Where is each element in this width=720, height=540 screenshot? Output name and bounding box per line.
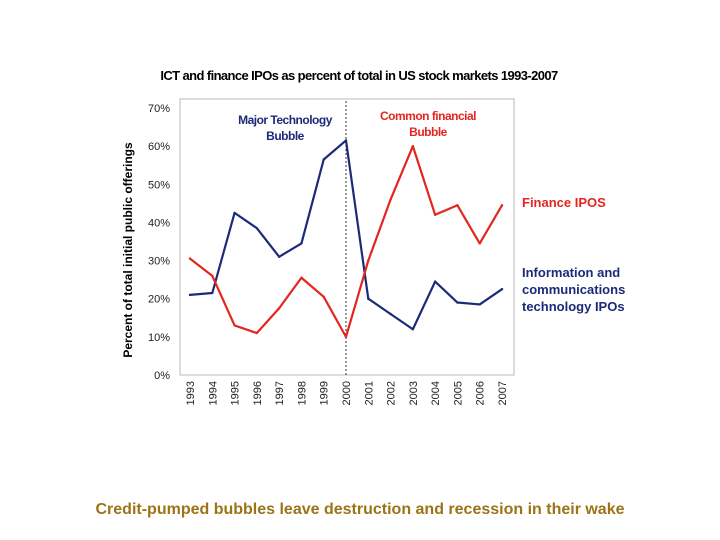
y-axis-label: Percent of total initial public offering… xyxy=(121,142,135,358)
y-tick-label: 60% xyxy=(148,141,170,153)
data-point xyxy=(255,331,259,335)
legend-line: Information and xyxy=(522,265,620,280)
plot-frame xyxy=(179,98,515,376)
legend-finance-ipos: Finance IPOS xyxy=(522,195,606,210)
data-point xyxy=(211,274,214,278)
data-point xyxy=(367,297,370,300)
data-point xyxy=(456,301,459,304)
x-tick-label: 2001 xyxy=(363,381,375,405)
annotation-common-financial-bubble: Common financial Bubble xyxy=(380,109,477,139)
x-tick-label: 2004 xyxy=(430,381,442,405)
legend-ict-ipos: Information and communications technology … xyxy=(522,265,625,314)
data-point xyxy=(322,295,325,299)
caption: Credit-pumped bubbles leave destruction … xyxy=(95,501,625,518)
y-tick-label: 30% xyxy=(148,256,170,268)
y-tick-label: 10% xyxy=(148,332,170,344)
annotation-line: Bubble xyxy=(266,129,304,143)
x-tick-label: 1994 xyxy=(207,381,219,405)
y-tick-label: 0% xyxy=(154,370,170,382)
annotation-line: Major Technology xyxy=(238,113,333,127)
legend-line: technology IPOs xyxy=(522,299,625,314)
data-point xyxy=(411,144,415,148)
data-point xyxy=(389,312,392,316)
x-tick-label: 2003 xyxy=(408,381,420,405)
y-tick-label: 20% xyxy=(148,294,170,306)
x-tick-label: 1999 xyxy=(319,381,331,405)
data-point xyxy=(411,328,415,331)
y-tick-label: 50% xyxy=(148,179,170,191)
annotation-major-technology-bubble: Major Technology Bubble xyxy=(238,113,333,143)
data-point xyxy=(211,291,214,295)
data-point xyxy=(344,335,348,339)
x-tick-label: 1995 xyxy=(230,381,242,405)
data-point xyxy=(233,324,236,327)
x-tick-label: 2000 xyxy=(341,381,353,405)
y-tick-label: 70% xyxy=(148,103,170,115)
series-finance-ipos xyxy=(188,144,504,339)
annotation-line: Bubble xyxy=(409,125,447,139)
y-axis-ticks: 0% 10% 20% 30% 40% 50% 60% 70% xyxy=(148,103,170,382)
data-point xyxy=(344,139,348,142)
data-point xyxy=(478,242,481,245)
series-layer xyxy=(188,139,504,339)
data-point xyxy=(188,257,192,260)
data-point xyxy=(478,303,481,306)
data-point xyxy=(500,287,504,291)
data-point xyxy=(188,293,192,297)
x-tick-label: 2002 xyxy=(386,381,398,405)
x-tick-label: 1993 xyxy=(185,381,197,405)
data-point xyxy=(300,276,303,279)
data-point xyxy=(322,158,325,161)
data-point xyxy=(433,213,437,216)
legend-line: Finance IPOS xyxy=(522,195,606,210)
x-tick-label: 1998 xyxy=(296,381,308,405)
x-axis-ticks: 1993 1994 1995 1996 1997 1998 1999 2000 2001 2002… xyxy=(185,381,509,405)
x-tick-label: 2005 xyxy=(452,381,464,405)
annotation-line: Common financial xyxy=(380,109,476,123)
y-tick-label: 40% xyxy=(148,217,170,229)
x-tick-label: 2007 xyxy=(497,381,509,405)
data-point xyxy=(389,198,392,201)
x-tick-label: 1997 xyxy=(274,381,286,405)
x-tick-label: 1996 xyxy=(252,381,264,405)
data-point xyxy=(255,226,259,230)
data-point xyxy=(500,204,504,207)
chart-title: ICT and finance IPOs as percent of total… xyxy=(160,68,558,83)
data-point xyxy=(233,211,236,215)
x-tick-label: 2006 xyxy=(475,381,487,405)
data-point xyxy=(367,259,370,262)
data-point xyxy=(433,280,437,283)
data-point xyxy=(300,242,303,245)
data-point xyxy=(277,307,281,310)
series-ict-ipos xyxy=(188,139,504,331)
data-point xyxy=(456,204,459,207)
data-point xyxy=(277,255,281,258)
legend-line: communications xyxy=(522,282,625,297)
